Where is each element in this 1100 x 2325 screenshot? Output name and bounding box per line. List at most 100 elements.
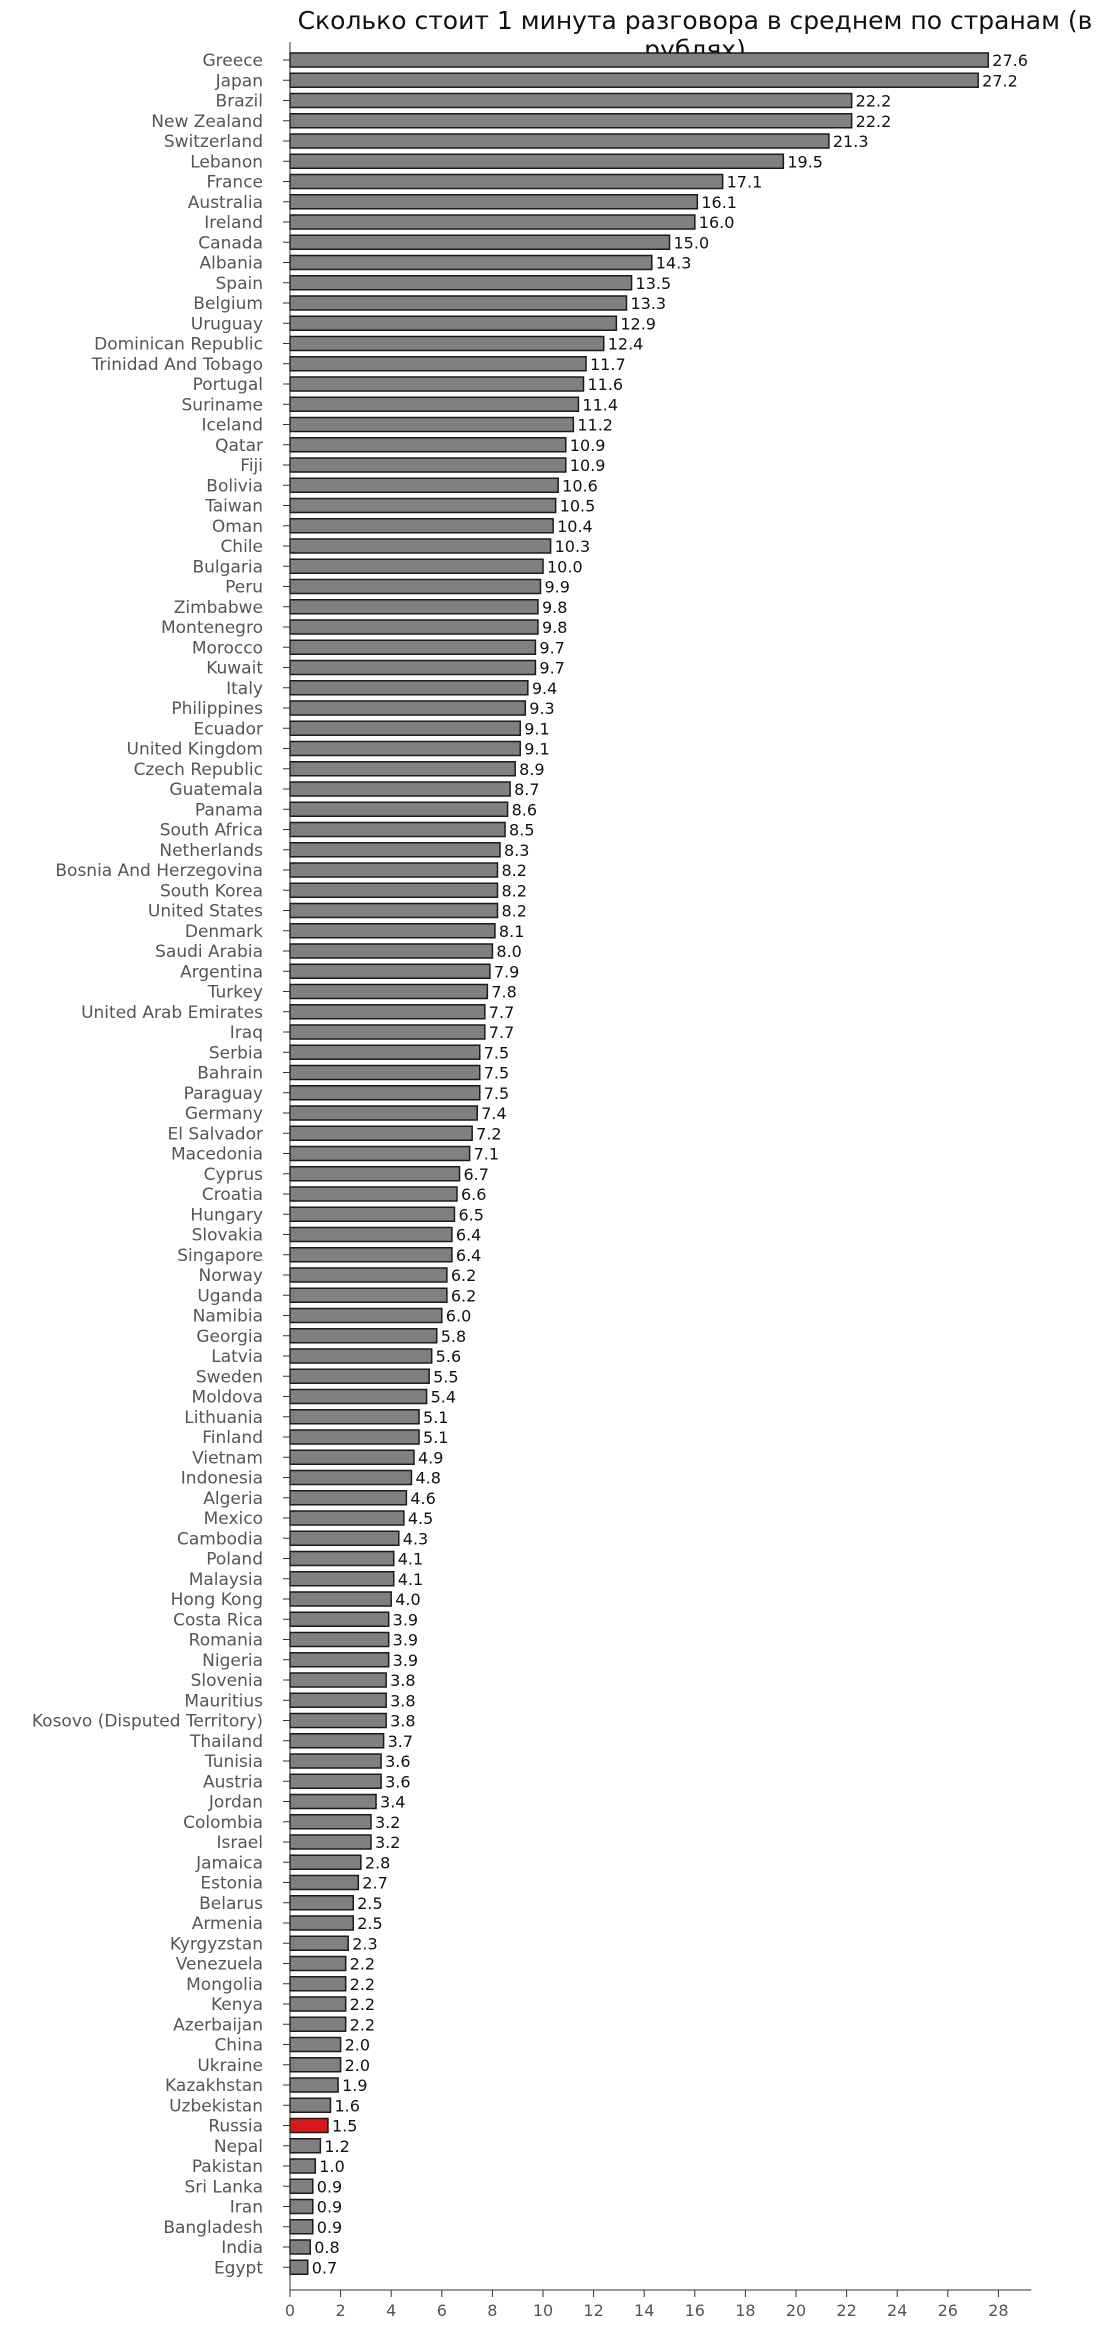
bar [289,1996,347,2012]
bar [289,1044,481,1060]
bar [289,133,830,149]
value-label: 11.2 [577,416,613,435]
bar [289,821,506,838]
category-label: Costa Rica [173,1610,263,1630]
bar [289,1854,362,1870]
bar [289,1611,390,1627]
bar [289,1874,360,1891]
value-label: 15.0 [674,233,710,252]
bar [289,1024,486,1040]
bar [289,1247,453,1263]
bar [289,1672,387,1688]
x-tick-label: 4 [386,2301,396,2320]
category-label: Colombia [183,1813,263,1833]
bar [289,781,511,797]
bar [289,1166,461,1182]
category-label: Cambodia [177,1529,263,1549]
bar [289,720,521,736]
category-label: Georgia [196,1327,263,1347]
bar [289,862,499,878]
category-label: Uruguay [191,314,263,334]
bars-layer: 27.627.222.222.221.319.517.116.116.015.0… [289,51,1028,2277]
category-label: Azerbaijan [173,2015,263,2035]
value-label: 19.5 [787,152,823,171]
category-label: Portugal [193,375,263,395]
value-label: 21.3 [833,132,869,151]
value-label: 2.8 [365,1853,390,1872]
value-label: 4.9 [418,1448,443,1467]
category-label: Algeria [203,1489,263,1509]
bar [289,1753,382,1769]
category-label: Slovenia [191,1671,263,1691]
category-label: Tunisia [204,1752,263,1772]
category-label: Guatemala [169,780,263,800]
bar [289,2016,347,2032]
value-label: 5.4 [431,1388,456,1407]
category-label: Norway [199,1266,264,1286]
value-label: 7.5 [484,1064,509,1083]
x-tick-label: 16 [685,2301,705,2320]
category-label: Uzbekistan [169,2096,263,2116]
category-label: Serbia [209,1043,263,1063]
category-label: Ireland [204,213,263,233]
value-label: 8.2 [501,881,526,900]
category-label: Jordan [208,1793,263,1813]
category-label: South Africa [160,821,263,841]
category-label: Mexico [204,1509,263,1529]
bar [289,1267,448,1283]
value-label: 2.5 [357,1894,382,1913]
value-label: 9.8 [542,598,567,617]
category-label: Sri Lanka [184,2177,263,2197]
category-label: Moldova [192,1388,263,1408]
x-tick-label: 20 [786,2301,806,2320]
bar [289,335,605,352]
category-label: Kosovo (Disputed Territory) [32,1712,263,1732]
x-tick-label: 0 [285,2301,295,2320]
category-label: Indonesia [181,1469,263,1489]
category-label: Bahrain [197,1064,263,1084]
value-label: 22.2 [856,112,892,131]
bar [289,497,557,514]
value-label: 7.7 [489,1023,514,1042]
bar [289,1793,377,1810]
category-label: Greece [202,51,263,71]
value-label: 1.9 [342,2076,367,2095]
bar [289,2178,314,2194]
value-label: 2.2 [350,1955,375,1974]
bar [289,2239,311,2255]
bar [289,356,587,372]
category-label: Australia [188,193,263,213]
value-label: 16.0 [699,213,735,232]
category-label: Vietnam [192,1448,263,1468]
value-label: 11.6 [587,375,623,394]
bar [289,761,516,777]
bar [289,1307,443,1324]
x-tick-label: 28 [988,2301,1008,2320]
bar [289,659,537,676]
bar [289,72,979,88]
bar [289,1652,390,1668]
category-label: Bolivia [206,476,263,496]
category-label: Venezuela [176,1955,263,1975]
bar [289,1449,415,1465]
value-label: 2.7 [362,1874,387,1893]
bar [289,2259,309,2275]
category-label: Montenegro [161,618,263,638]
value-label: 2.3 [352,1934,377,1953]
category-label: Cyprus [204,1165,263,1185]
category-label: Poland [206,1550,263,1570]
value-label: 3.8 [390,1691,415,1710]
category-label: France [206,173,263,193]
bar [289,92,853,109]
category-label: Slovakia [192,1226,263,1246]
value-label: 1.5 [332,2117,357,2136]
value-label: 8.6 [512,800,537,819]
bar [289,1631,390,1648]
bar [289,1895,354,1911]
category-label: Bulgaria [193,557,264,577]
category-label: Taiwan [204,497,263,517]
value-label: 7.9 [494,962,519,981]
value-label: 27.6 [992,51,1028,70]
value-label: 8.1 [499,922,524,941]
